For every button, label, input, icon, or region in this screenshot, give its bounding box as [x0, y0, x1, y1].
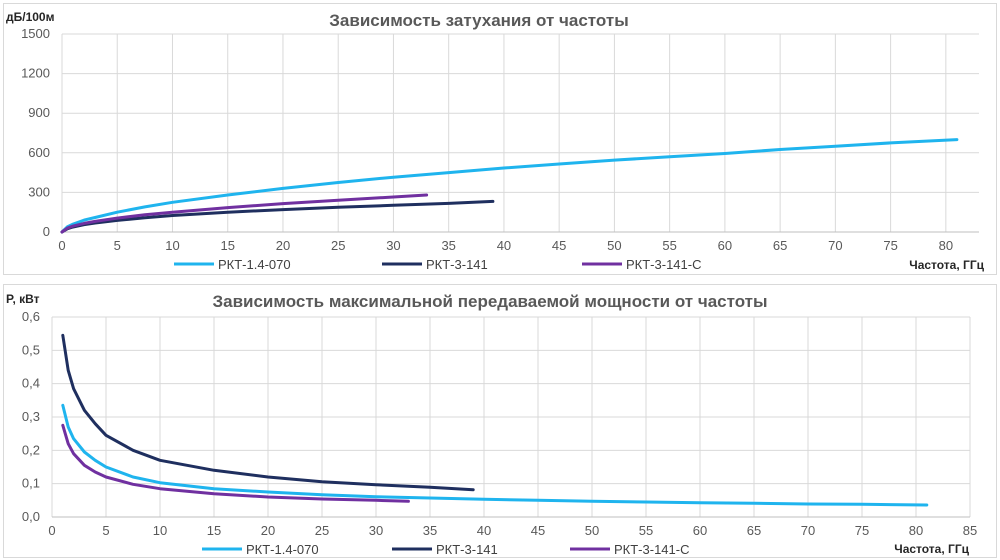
y-axis-label: P, кВт — [6, 292, 40, 306]
legend-label-2: РКТ-3-141 — [426, 257, 488, 272]
y-tick-label: 0,2 — [22, 442, 40, 457]
x-tick-label: 35 — [441, 238, 455, 253]
series-line-1 — [61, 403, 929, 507]
x-tick-label: 75 — [883, 238, 897, 253]
chart-title: Зависимость максимальной передаваемой мо… — [212, 292, 767, 311]
x-tick-label: 55 — [662, 238, 676, 253]
y-tick-label: 0,0 — [22, 509, 40, 524]
power-chart: Зависимость максимальной передаваемой мо… — [6, 292, 977, 557]
x-tick-label: 85 — [963, 523, 977, 538]
legend-label-1: РКТ-1.4-070 — [246, 542, 319, 557]
x-tick-label: 35 — [423, 523, 437, 538]
x-tick-label: 75 — [855, 523, 869, 538]
x-tick-label: 5 — [114, 238, 121, 253]
x-axis-label: Частота, ГГц — [894, 542, 969, 556]
series-line-3 — [60, 193, 429, 234]
legend-label-3: РКТ-3-141-С — [614, 542, 689, 557]
y-tick-label: 0,3 — [22, 409, 40, 424]
x-tick-label: 50 — [585, 523, 599, 538]
x-tick-label: 20 — [261, 523, 275, 538]
x-tick-label: 65 — [773, 238, 787, 253]
x-tick-label: 0 — [58, 238, 65, 253]
x-tick-label: 10 — [153, 523, 167, 538]
attenuation-chart-panel: Зависимость затухания от частоты дБ/100м Ч… — [3, 3, 997, 275]
x-tick-label: 30 — [369, 523, 383, 538]
x-tick-label: 70 — [801, 523, 815, 538]
chart-title: Зависимость затухания от частоты — [329, 11, 628, 30]
power-chart-panel: Зависимость максимальной передаваемой мо… — [3, 284, 997, 558]
y-tick-label: 0,5 — [22, 342, 40, 357]
x-tick-label: 60 — [718, 238, 732, 253]
y-tick-label: 300 — [28, 184, 50, 199]
legend-label-1: РКТ-1.4-070 — [218, 257, 291, 272]
y-tick-label: 1200 — [21, 66, 50, 81]
x-tick-label: 30 — [386, 238, 400, 253]
series-line-2 — [61, 333, 475, 492]
legend-label-2: РКТ-3-141 — [436, 542, 498, 557]
x-tick-label: 20 — [276, 238, 290, 253]
x-tick-label: 5 — [102, 523, 109, 538]
legend-label-3: РКТ-3-141-С — [626, 257, 701, 272]
x-tick-label: 40 — [477, 523, 491, 538]
x-tick-label: 10 — [165, 238, 179, 253]
y-tick-label: 0 — [43, 224, 50, 239]
y-tick-label: 0,4 — [22, 376, 40, 391]
x-tick-label: 65 — [747, 523, 761, 538]
x-tick-label: 80 — [909, 523, 923, 538]
x-tick-label: 25 — [315, 523, 329, 538]
y-tick-label: 600 — [28, 145, 50, 160]
x-tick-label: 80 — [939, 238, 953, 253]
x-tick-label: 15 — [220, 238, 234, 253]
y-axis-label: дБ/100м — [6, 10, 55, 24]
x-axis-label: Частота, ГГц — [909, 258, 984, 272]
x-tick-label: 70 — [828, 238, 842, 253]
series-line-3 — [61, 423, 410, 503]
x-tick-label: 0 — [48, 523, 55, 538]
y-tick-label: 0,6 — [22, 309, 40, 324]
y-tick-label: 900 — [28, 105, 50, 120]
x-tick-label: 55 — [639, 523, 653, 538]
attenuation-chart: Зависимость затухания от частоты дБ/100м Ч… — [6, 10, 985, 272]
x-tick-label: 15 — [207, 523, 221, 538]
x-tick-label: 60 — [693, 523, 707, 538]
x-tick-label: 40 — [497, 238, 511, 253]
x-tick-label: 45 — [531, 523, 545, 538]
y-tick-label: 0,1 — [22, 476, 40, 491]
y-tick-label: 1500 — [21, 26, 50, 41]
x-tick-label: 50 — [607, 238, 621, 253]
x-tick-label: 25 — [331, 238, 345, 253]
x-tick-label: 45 — [552, 238, 566, 253]
series-line-1 — [60, 138, 959, 234]
